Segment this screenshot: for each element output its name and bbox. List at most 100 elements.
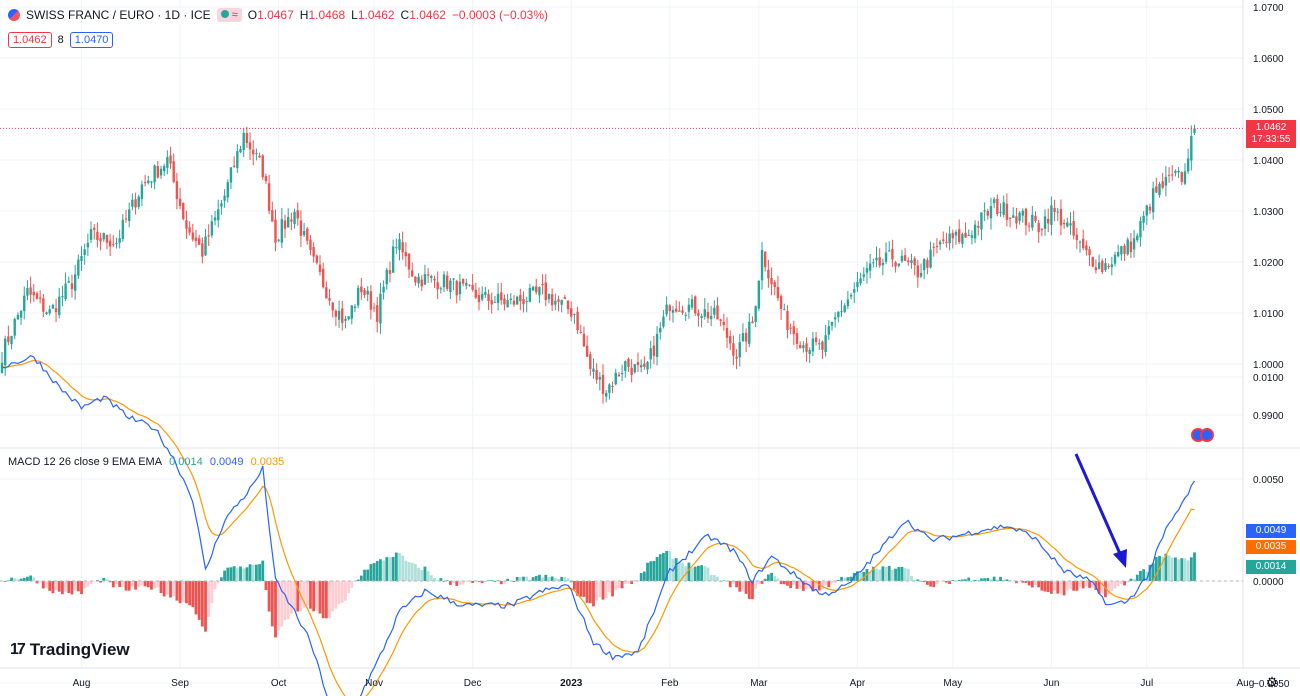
macd-histogram-bar: [693, 566, 697, 581]
chart-settings-icon[interactable]: ⚙: [1265, 674, 1279, 690]
candle-body: [112, 244, 115, 246]
bid-ask-panel: 1.0462 8 1.0470: [8, 32, 114, 48]
macd-histogram-bar: [433, 577, 436, 581]
candle-body: [73, 274, 77, 291]
macd-histogram-bar: [973, 579, 977, 581]
candle-body: [1072, 221, 1075, 236]
macd-histogram-bar: [945, 581, 948, 583]
macd-histogram-bar: [1081, 581, 1085, 589]
candle-body: [134, 199, 137, 208]
candle-body: [188, 227, 191, 233]
candle-body: [1043, 216, 1047, 229]
candle-body: [509, 298, 512, 301]
candle-body: [321, 268, 325, 288]
macd-histogram-bar: [1050, 581, 1053, 594]
macd-histogram-bar: [607, 581, 611, 593]
macd-histogram-bar: [73, 581, 77, 591]
ask-price-button[interactable]: 1.0470: [69, 32, 114, 48]
candle-body: [744, 332, 748, 342]
candle-body: [0, 362, 4, 373]
candle-body: [592, 368, 595, 372]
macd-histogram-bar: [127, 581, 131, 591]
macd-histogram-bar: [391, 556, 395, 581]
time-axis-label: May: [943, 678, 962, 689]
candle-body: [461, 278, 465, 284]
candle-body: [458, 281, 462, 295]
macd-histogram-bar: [178, 581, 182, 604]
candle-body: [601, 374, 605, 394]
macd-histogram-bar: [925, 581, 929, 585]
candle-body: [58, 296, 61, 316]
time-axis-label: Oct: [271, 678, 287, 689]
candle-body: [369, 291, 373, 310]
macd-histogram-bar: [900, 566, 904, 581]
macd-histogram-bar: [1189, 557, 1193, 581]
macd-histogram-bar: [261, 560, 265, 581]
macd-histogram-bar: [70, 581, 74, 595]
macd-histogram-bar: [1084, 581, 1088, 586]
candle-body: [318, 264, 322, 272]
time-axis-label: Dec: [464, 678, 482, 689]
macd-histogram-bar: [67, 581, 71, 594]
macd-histogram-bar: [983, 578, 987, 581]
candle-body: [13, 319, 16, 336]
macd-histogram-bar: [935, 581, 939, 584]
candle-body: [315, 255, 319, 263]
candle-body: [833, 317, 837, 320]
candle-body: [547, 294, 551, 300]
macd-histogram-bar: [289, 581, 293, 614]
candle-body: [735, 356, 738, 359]
macd-histogram-bar: [658, 554, 662, 581]
bid-price-button[interactable]: 1.0462: [8, 32, 52, 48]
candle-body: [519, 295, 522, 302]
macd-histogram-bar: [1088, 581, 1091, 588]
macd-legend: MACD 12 26 close 9 EMA EMA 0.0014 0.0049…: [8, 456, 288, 468]
macd-histogram-bar: [216, 581, 220, 584]
macd-histogram-bar: [1027, 581, 1031, 586]
candle-body: [512, 300, 516, 305]
macd-title[interactable]: MACD 12 26 close 9 EMA EMA: [8, 456, 163, 468]
macd-histogram-bar: [576, 581, 579, 596]
macd-histogram-bar: [220, 577, 223, 581]
candle-body: [344, 318, 347, 321]
pane-nav[interactable]: [1191, 428, 1214, 442]
macd-histogram-bar: [630, 581, 634, 585]
macd-histogram-bar: [811, 581, 815, 592]
candle-body: [888, 250, 891, 252]
candle-body: [258, 155, 261, 158]
macd-histogram-bar: [96, 579, 99, 581]
candle-body: [779, 295, 783, 309]
macd-histogram-bar: [1183, 558, 1187, 581]
macd-histogram-bar: [143, 581, 147, 587]
macd-histogram-bar: [932, 581, 936, 588]
candle-body: [267, 183, 271, 211]
candle-body: [900, 255, 904, 262]
macd-histogram-bar: [146, 581, 150, 588]
macd-histogram-bar: [1161, 556, 1165, 581]
macd-histogram-bar: [776, 578, 780, 581]
macd-histogram-bar: [735, 581, 738, 588]
candle-body: [709, 315, 713, 320]
candle-body: [153, 165, 156, 183]
candle-body: [290, 219, 293, 222]
macd-histogram-bar: [251, 564, 255, 581]
macd-histogram-bar: [706, 567, 710, 581]
macd-histogram-bar: [703, 566, 707, 581]
market-status-badge[interactable]: ≈: [216, 8, 242, 22]
candle-body: [973, 224, 977, 239]
candle-body: [64, 283, 67, 300]
macd-histogram-bar: [324, 581, 328, 619]
macd-histogram-bar: [372, 563, 376, 581]
symbol-title[interactable]: SWISS FRANC / EURO · 1D · ICE: [26, 8, 211, 22]
candle-body: [302, 231, 306, 236]
candle-body: [649, 348, 652, 360]
candle-body: [964, 232, 967, 238]
tradingview-logo[interactable]: 17 TradingView: [10, 640, 130, 660]
macd-histogram-bar: [337, 581, 341, 605]
reset-view-icon[interactable]: [1200, 428, 1214, 442]
macd-histogram-bar: [426, 571, 430, 581]
macd-histogram-bar: [884, 566, 888, 581]
macd-histogram-bar: [45, 581, 48, 588]
macd-histogram-bar: [455, 581, 459, 586]
